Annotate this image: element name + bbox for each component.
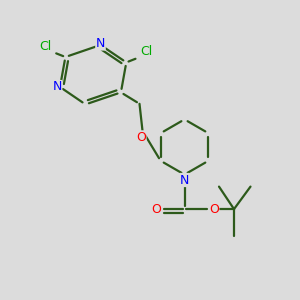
Text: N: N bbox=[52, 80, 62, 94]
Text: O: O bbox=[209, 202, 219, 216]
Text: O: O bbox=[152, 202, 161, 216]
Text: Cl: Cl bbox=[140, 45, 152, 58]
Text: O: O bbox=[136, 131, 146, 144]
Text: N: N bbox=[180, 173, 189, 187]
Text: N: N bbox=[96, 37, 105, 50]
Text: Cl: Cl bbox=[40, 40, 52, 53]
